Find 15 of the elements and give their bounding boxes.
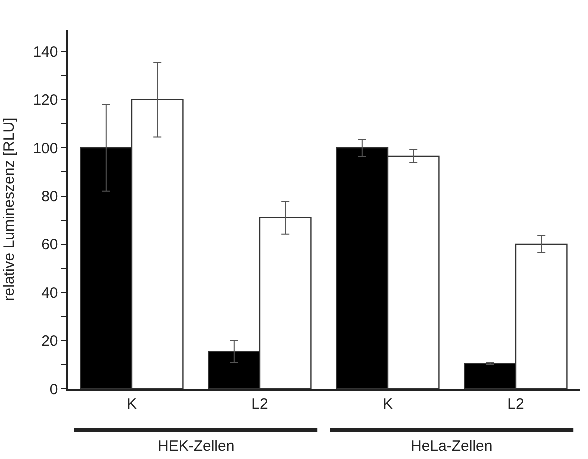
y-tick-label: 40 [42, 284, 58, 302]
y-tick-label: 60 [42, 236, 58, 254]
x-tick-label: L2 [508, 396, 524, 413]
text: HEK-Zellen [158, 438, 235, 455]
x-tick-label: K [126, 396, 138, 413]
y-tick-label: 20 [42, 333, 58, 350]
x-tick-label: L2 [252, 396, 268, 413]
text: HeLa-Zellen [411, 438, 493, 455]
y-tick-label: 140 [33, 44, 58, 61]
y-tick-label: 100 [33, 140, 58, 158]
y-tick-label: 120 [33, 92, 58, 110]
y-tick-label: 80 [42, 188, 58, 206]
y-axis-title: relative Lumineszenz [RLU] [0, 118, 18, 302]
y-tick-label: 0 [50, 381, 58, 398]
x-tick-label: K [382, 396, 394, 413]
